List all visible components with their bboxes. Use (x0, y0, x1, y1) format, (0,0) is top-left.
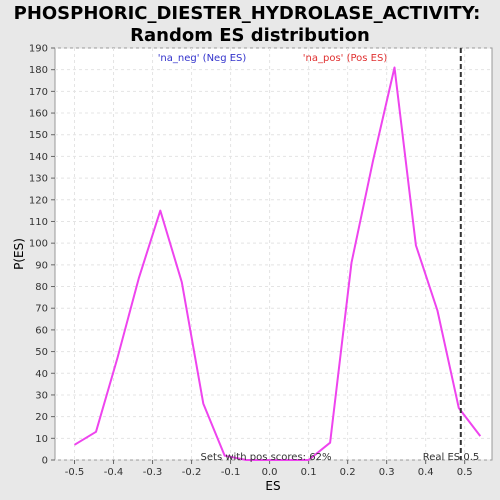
y-tick-label: 140 (29, 152, 48, 163)
y-axis-label: P(ES) (12, 238, 26, 270)
x-tick-label: 0.1 (301, 467, 317, 478)
y-tick-label: 100 (29, 239, 48, 250)
x-axis-label: ES (265, 479, 280, 493)
y-tick-label: 80 (35, 282, 48, 293)
plot-area (54, 47, 493, 461)
x-tick-label: 0.2 (340, 467, 356, 478)
y-axis-ticks: 0 10 20 30 40 50 60 70 80 90 100 110 120 130 140 150 160… (29, 44, 55, 467)
y-tick-label: 160 (29, 109, 48, 120)
y-tick-label: 90 (35, 260, 48, 271)
y-tick-label: 190 (29, 44, 48, 55)
y-tick-label: 170 (29, 87, 48, 98)
y-tick-label: 60 (35, 325, 48, 336)
grid (55, 47, 492, 461)
y-tick-label: 130 (29, 174, 48, 185)
y-tick-label: 0 (42, 456, 48, 467)
x-tick-label: -0.5 (65, 467, 85, 478)
x-tick-label: -0.2 (182, 467, 202, 478)
y-tick-label: 10 (35, 434, 48, 445)
pos-scores-annotation: Sets with pos scores: 62% (201, 452, 332, 463)
y-tick-label: 180 (29, 65, 48, 76)
y-tick-label: 50 (35, 347, 48, 358)
y-tick-label: 110 (29, 217, 48, 228)
chart-title-line1: PHOSPHORIC_DIESTER_HYDROLASE_ACTIVITY: (14, 3, 481, 24)
real-es-label: Real ES 0.5 (423, 452, 479, 463)
y-tick-label: 120 (29, 195, 48, 206)
y-tick-label: 30 (35, 390, 48, 401)
chart-title-line2: Random ES distribution (130, 25, 370, 46)
x-tick-label: 0.0 (262, 467, 278, 478)
y-tick-label: 150 (29, 130, 48, 141)
x-tick-label: -0.1 (221, 467, 241, 478)
x-tick-label: 0.5 (457, 467, 473, 478)
y-tick-label: 20 (35, 412, 48, 423)
y-tick-label: 40 (35, 369, 48, 380)
series-line (73, 66, 482, 461)
y-tick-label: 70 (35, 304, 48, 315)
x-axis-ticks: -0.5 -0.4 -0.3 -0.2 -0.1 0.0 0.1 0.2 0.3 0.4 0.5 (65, 460, 473, 478)
x-tick-label: 0.4 (418, 467, 434, 478)
x-tick-label: -0.3 (143, 467, 163, 478)
legend-neg-es: 'na_neg' (Neg ES) (158, 53, 247, 64)
series (73, 66, 482, 461)
x-tick-label: 0.3 (379, 467, 395, 478)
legend-pos-es: 'na_pos' (Pos ES) (303, 53, 388, 64)
x-tick-label: -0.4 (104, 467, 124, 478)
